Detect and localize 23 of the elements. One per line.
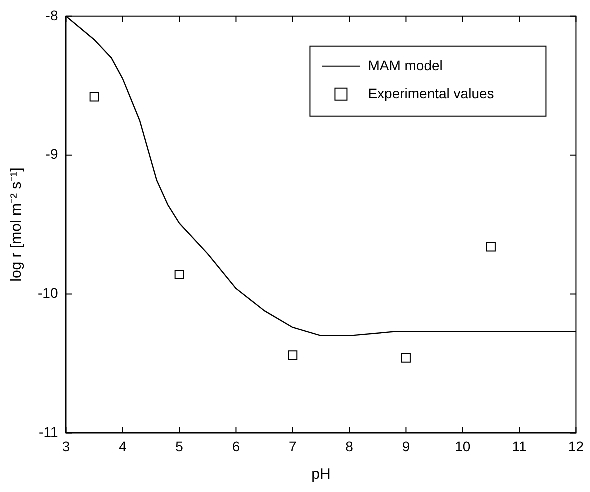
y-tick-label: -11	[39, 424, 58, 440]
legend-label: Experimental values	[368, 85, 494, 102]
x-tick-label: 6	[232, 438, 240, 454]
x-tick-label: 10	[455, 438, 471, 454]
x-tick-label: 4	[119, 438, 127, 454]
point	[90, 92, 100, 102]
point	[486, 242, 496, 252]
y-axis-title: log r [mol m⁻² s⁻¹]	[8, 168, 26, 282]
x-tick-label: 5	[176, 438, 184, 454]
legend-label: MAM model	[368, 57, 443, 74]
point	[288, 350, 298, 360]
y-tick-label: -8	[46, 7, 58, 24]
x-tick-label: 8	[346, 438, 354, 454]
x-axis-title: pH	[312, 466, 331, 484]
x-tick-label: 3	[62, 438, 70, 454]
y-tick-label: -9	[46, 146, 58, 162]
point	[401, 353, 411, 363]
point	[174, 270, 184, 280]
x-tick-label: 7	[288, 438, 297, 454]
x-tick-label: 11	[512, 438, 528, 454]
x-tick-label: 12	[568, 438, 584, 454]
x-tick-label: 9	[402, 438, 410, 454]
y-tick-label: -10	[38, 285, 58, 302]
